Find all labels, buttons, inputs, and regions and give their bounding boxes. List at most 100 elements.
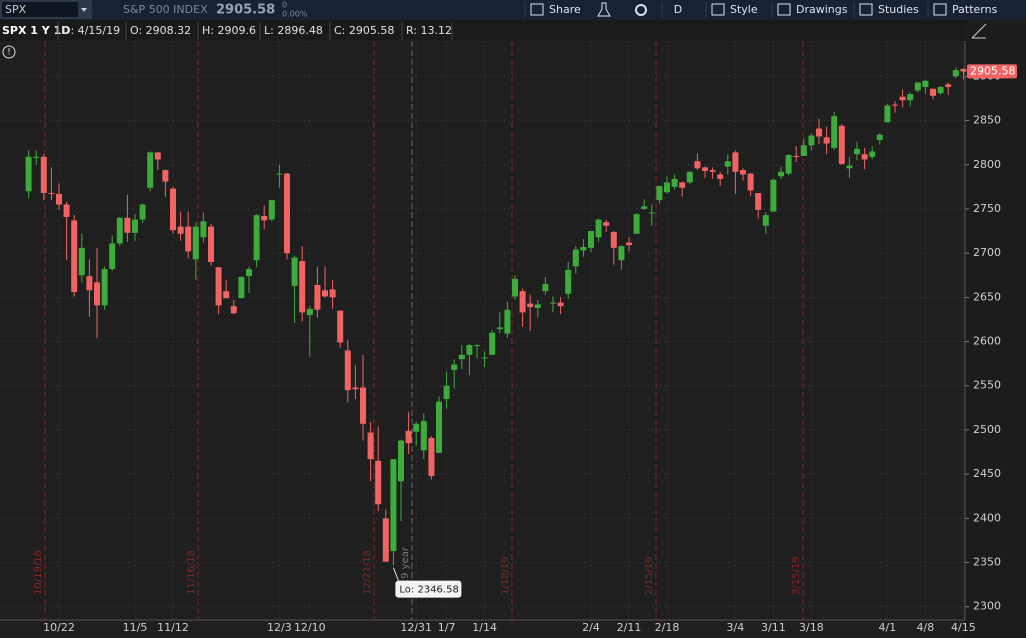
candle-body <box>626 242 632 246</box>
candle-body <box>428 437 435 476</box>
y-tick-label: 2800 <box>973 158 1001 171</box>
y-tick-label: 2350 <box>973 556 1001 569</box>
candle-body <box>481 357 488 359</box>
candle-body <box>717 174 724 179</box>
y-tick-label: 2850 <box>973 114 1001 127</box>
expiration-label: 2/15/19 <box>644 556 655 595</box>
button-icon <box>933 3 947 16</box>
candle-body <box>694 161 701 169</box>
candle-body <box>443 385 450 400</box>
candle-body <box>618 246 625 261</box>
candle-body <box>466 345 473 355</box>
candle-body <box>322 290 328 297</box>
candle-body <box>671 178 678 187</box>
candle-body <box>747 173 754 191</box>
alert-icon[interactable] <box>2 45 16 59</box>
candle-body <box>314 284 321 310</box>
button-label: D <box>674 3 682 16</box>
candle-body <box>170 188 176 231</box>
candle-body <box>922 80 929 87</box>
candle-body <box>451 364 458 370</box>
button-label: Drawings <box>796 3 848 16</box>
candle-body <box>413 423 420 432</box>
y-tick-label: 2650 <box>973 290 1001 303</box>
candle-body <box>109 243 116 270</box>
x-tick-label: 4/15 <box>951 621 976 634</box>
y-tick-label: 2550 <box>973 379 1001 392</box>
zoom-icon[interactable] <box>971 23 987 39</box>
candle-body <box>656 185 663 201</box>
candle-body <box>808 135 815 146</box>
candle-body <box>854 148 860 155</box>
low-tooltip <box>395 580 462 598</box>
expiration-label: 1/18/19 <box>500 556 511 595</box>
y-tick-label: 2750 <box>973 202 1001 215</box>
candle-body <box>360 387 366 424</box>
candle-body <box>208 226 214 262</box>
candle-body <box>124 217 131 233</box>
candle-body <box>268 200 275 220</box>
candle-body <box>291 257 298 286</box>
candle-body <box>192 226 199 260</box>
candle-body <box>390 459 397 552</box>
candle-body <box>519 291 526 313</box>
candle-body <box>846 165 853 169</box>
candle-body <box>648 212 655 214</box>
info-field: SPX 1 Y 1D <box>2 24 70 37</box>
candle-body <box>892 104 898 106</box>
button-label: Share <box>549 3 581 16</box>
candle-body <box>884 105 891 123</box>
candle-body <box>557 302 564 307</box>
candle-body <box>329 289 336 298</box>
y-tick-label: 2400 <box>973 511 1001 524</box>
x-tick-label: 12/31 <box>400 621 432 634</box>
info-field: D: 4/15/19 <box>62 24 120 37</box>
candle-body <box>816 128 822 137</box>
button-icon <box>711 3 725 16</box>
candle-body <box>641 206 648 209</box>
candle-body <box>253 215 260 261</box>
toolbar-button[interactable] <box>664 1 692 19</box>
low-tooltip-text: Lo: 2346.58 <box>399 585 458 596</box>
candle-body <box>147 152 154 188</box>
candle-body <box>474 345 480 347</box>
candle-body <box>732 152 739 172</box>
year-label: 2019 year <box>400 546 411 598</box>
candle-body <box>420 421 427 451</box>
x-tick-label: 2/18 <box>655 621 680 634</box>
candle-body <box>861 154 868 160</box>
x-tick-label: 10/22 <box>43 621 75 634</box>
x-tick-label: 2/11 <box>617 621 642 634</box>
x-tick-label: 12/10 <box>294 621 326 634</box>
candle-body <box>914 82 921 91</box>
toolbar-button[interactable] <box>930 1 1005 19</box>
candle-body <box>686 171 693 183</box>
x-tick-label: 12/3 <box>267 621 292 634</box>
candle-body <box>398 440 404 482</box>
low-pointer <box>392 567 399 581</box>
candle-body <box>838 125 845 164</box>
candle-body <box>71 220 78 293</box>
y-tick-label: 2300 <box>973 600 1001 613</box>
symbol-input[interactable] <box>0 0 92 19</box>
candle-body <box>337 310 344 343</box>
candle-body <box>230 306 237 314</box>
candle-body <box>284 173 290 254</box>
info-bar <box>0 20 1026 41</box>
button-icon <box>777 3 791 16</box>
candle-body <box>869 151 876 157</box>
candle-body <box>261 216 268 221</box>
toolbar-button[interactable] <box>774 1 850 19</box>
settings-icon[interactable] <box>635 4 647 16</box>
candle-body <box>238 277 245 299</box>
candle-body <box>154 152 161 160</box>
candle-body <box>724 161 731 167</box>
candle-body <box>352 387 359 390</box>
candle-body <box>930 88 936 96</box>
y-tick-label: 2600 <box>973 335 1001 348</box>
candle-body <box>793 155 800 157</box>
candle-body <box>679 182 686 188</box>
candle-body <box>702 167 708 171</box>
flask-icon[interactable] <box>597 2 611 17</box>
